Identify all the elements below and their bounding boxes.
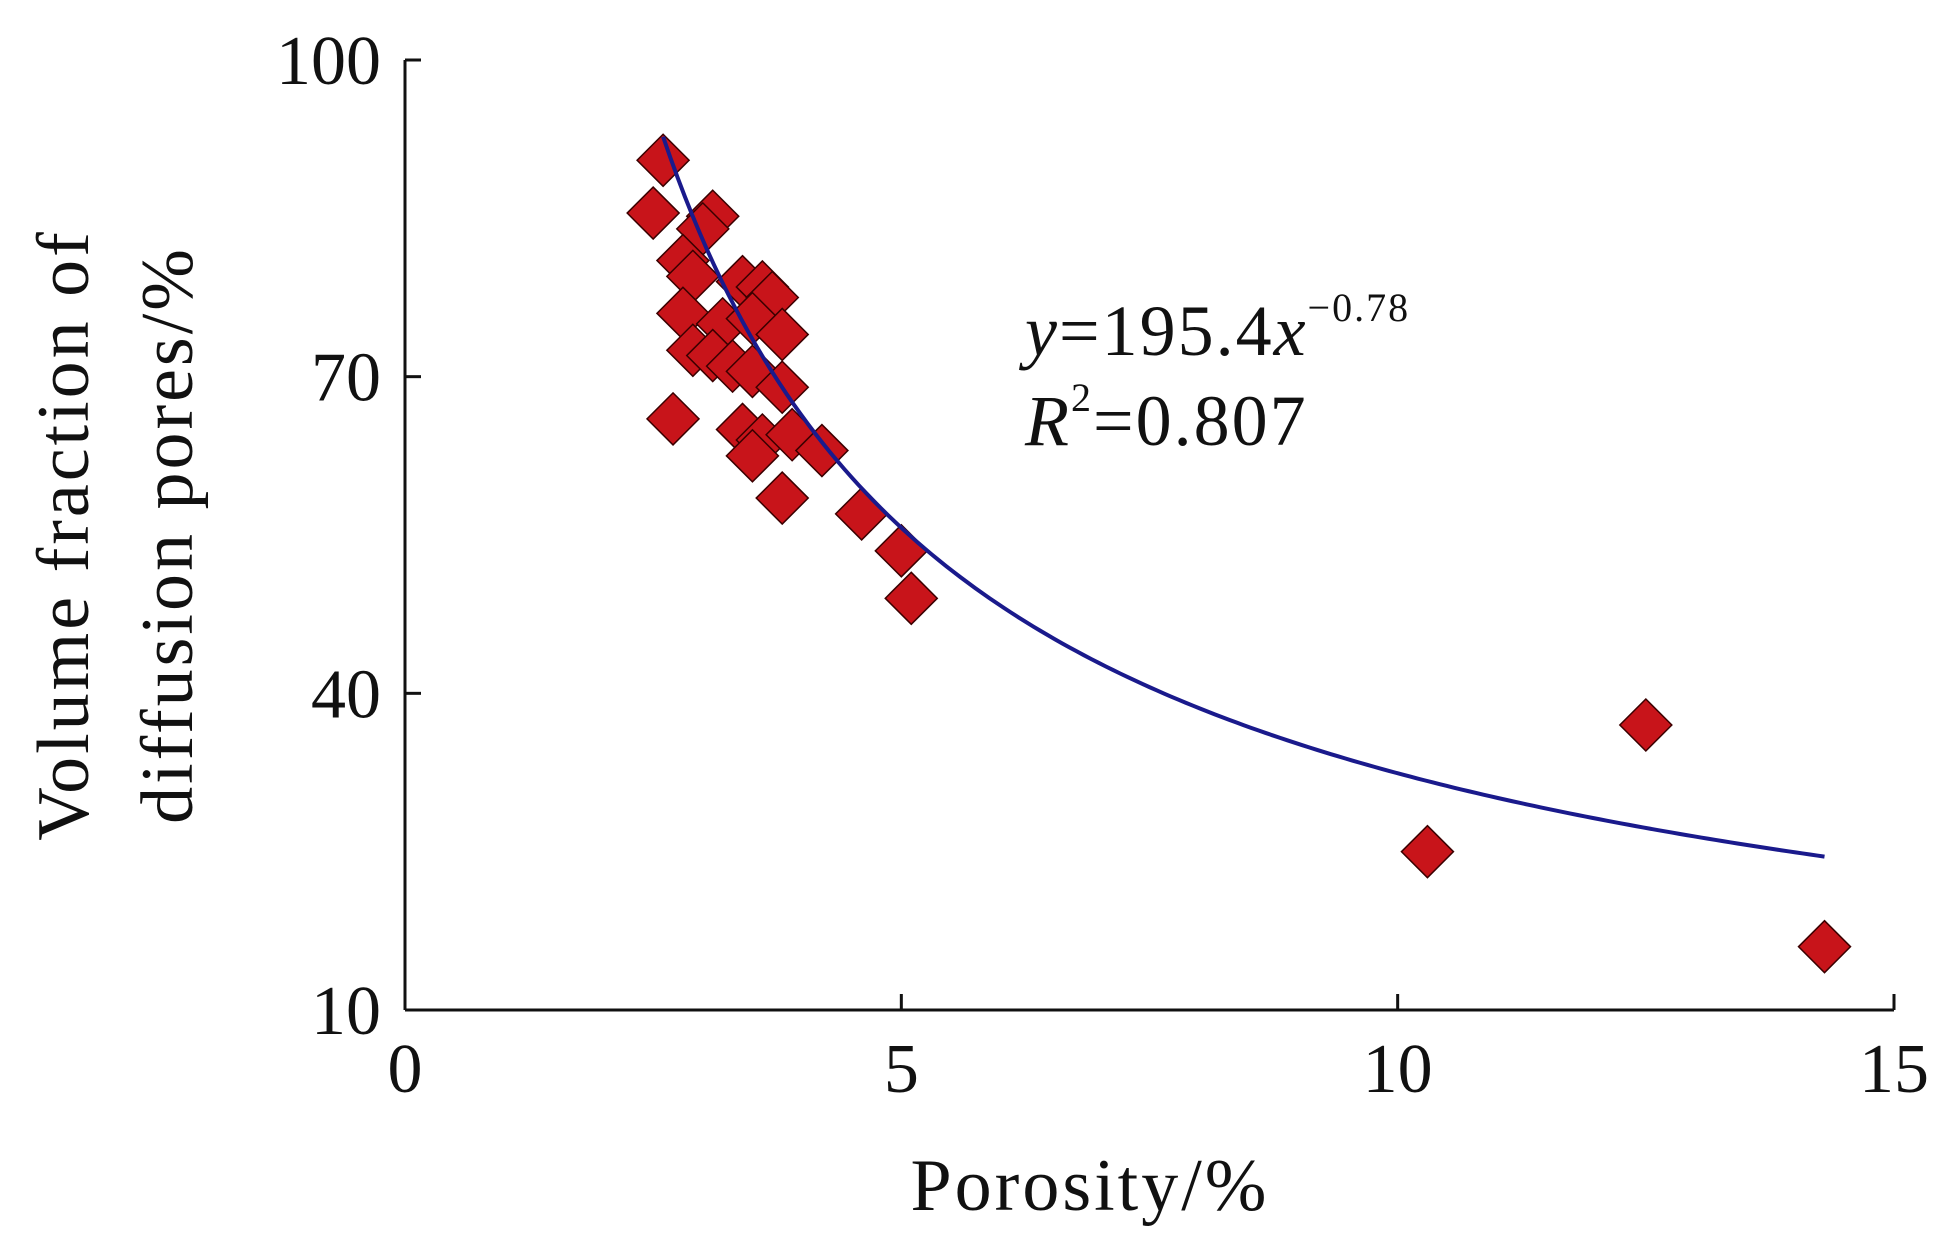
data-point [725,428,780,483]
data-point [794,423,849,478]
eq-x: x [1273,291,1308,371]
r2-r: R [1024,381,1071,461]
r2-sup: 2 [1071,375,1093,420]
y-tick-label: 70 [311,340,381,417]
data-points [626,133,1852,974]
y-axis-title-line-1: Volume fraction of [23,229,105,841]
power-fit-line [661,136,1825,859]
y-tick-label: 10 [311,973,381,1050]
ticks [403,58,1896,1012]
data-point [1618,697,1673,753]
x-tick-label: 0 [388,1031,423,1108]
data-point [645,391,701,446]
y-axis-title: Volume fraction of diffusion pores/% [23,229,209,841]
r2-value: =0.807 [1093,381,1308,461]
fit-equation-text: y=195.4x−0.78 [1018,285,1410,371]
eq-y: y [1018,291,1059,371]
eq-coef: =195.4 [1059,291,1274,371]
tick-labels: 0 5 10 15 10 40 70 100 [276,23,1929,1108]
x-axis-title: Porosity/% [911,1145,1270,1227]
data-point [884,571,939,626]
data-point [626,185,681,241]
y-tick-label: 100 [276,23,381,100]
r-squared-text: R2=0.807 [1024,375,1308,461]
fit-equation: y=195.4x−0.78 R2=0.807 [1018,285,1410,461]
data-point [1400,824,1455,879]
x-tick-label: 15 [1859,1031,1929,1108]
axes [403,60,1894,1012]
data-point [755,470,810,526]
y-tick-label: 40 [311,656,381,733]
data-point [1797,919,1852,974]
data-point [874,523,929,578]
x-tick-label: 5 [884,1031,919,1108]
eq-exponent: −0.78 [1308,285,1411,330]
x-tick-label: 10 [1363,1031,1433,1108]
data-point [834,486,889,541]
y-axis-title-line-2: diffusion pores/% [127,246,209,824]
